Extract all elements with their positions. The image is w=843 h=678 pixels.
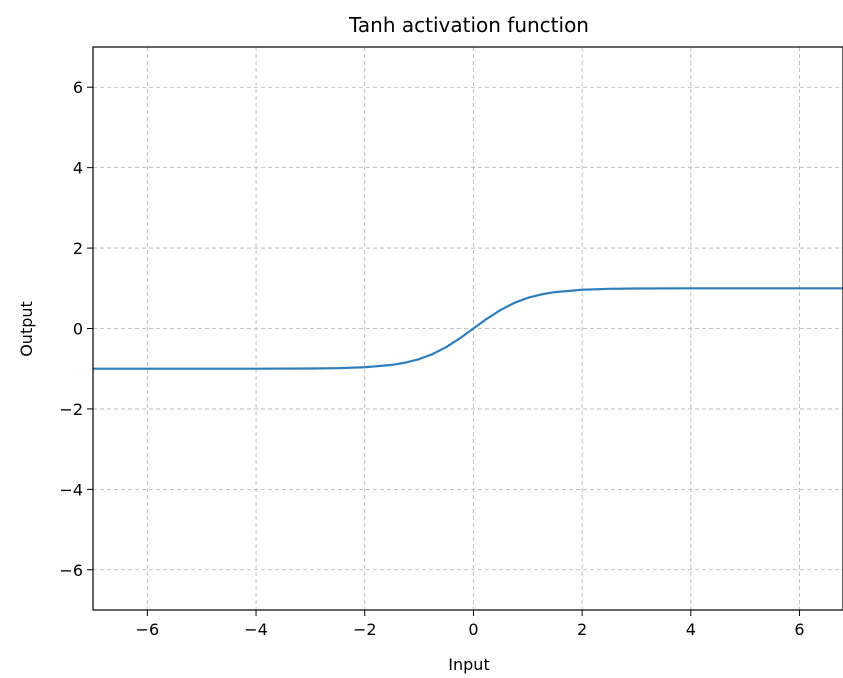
x-tick-label: −2 bbox=[353, 620, 377, 639]
x-tick-label: 6 bbox=[794, 620, 804, 639]
y-tick-label: 4 bbox=[73, 159, 83, 178]
x-tick-label: −6 bbox=[136, 620, 160, 639]
plot-frame bbox=[92, 46, 843, 611]
x-axis-label: Input bbox=[448, 655, 489, 674]
y-axis-label: Output bbox=[17, 301, 36, 357]
series-line bbox=[93, 287, 843, 370]
y-tick-label: −4 bbox=[59, 480, 83, 499]
grid bbox=[93, 47, 843, 610]
x-tick-label: 0 bbox=[468, 620, 478, 639]
y-tick-label: 6 bbox=[73, 78, 83, 97]
chart-title: Tanh activation function bbox=[348, 13, 589, 37]
y-tick-label: 0 bbox=[73, 320, 83, 339]
x-tick-label: 2 bbox=[577, 620, 587, 639]
y-tick-label: 2 bbox=[73, 239, 83, 258]
y-tick-label: −6 bbox=[59, 561, 83, 580]
ticks: −6 −4 −2 0 2 4 6 −6 −4 −2 0 2 4 6 bbox=[59, 78, 804, 639]
x-tick-label: −4 bbox=[244, 620, 268, 639]
y-tick-label: −2 bbox=[59, 400, 83, 419]
x-tick-label: 4 bbox=[686, 620, 696, 639]
plot-lines bbox=[93, 287, 843, 370]
